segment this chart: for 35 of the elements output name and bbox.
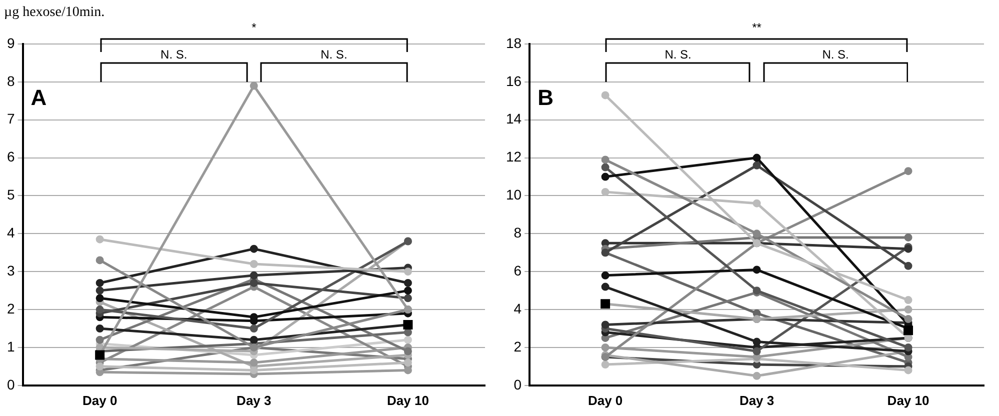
y-tick-label: 12 xyxy=(506,148,522,165)
text: A xyxy=(30,85,47,110)
x-tick-label: Day 0 xyxy=(588,392,623,408)
y-tick-label: 6 xyxy=(6,148,15,165)
text: ** xyxy=(752,20,762,34)
y-tick-label: 18 xyxy=(506,34,522,51)
x-tick-label: Day 0 xyxy=(82,392,118,408)
y-axis-title: µg hexose/10min. xyxy=(4,5,105,20)
y-tick-label: 5 xyxy=(6,186,15,203)
y-tick-label: 4 xyxy=(514,300,522,316)
y-tick-label: 0 xyxy=(514,376,522,392)
y-tick-label: 10 xyxy=(506,186,522,203)
y-tick-label: 0 xyxy=(6,376,15,392)
annotation: N. S. xyxy=(822,47,849,62)
x-tick-label: Day 10 xyxy=(887,392,930,408)
y-tick-label: 3 xyxy=(6,262,15,278)
y-tick-label: 16 xyxy=(506,72,522,89)
y-tick-label: 1 xyxy=(6,338,15,354)
y-tick-label: 9 xyxy=(6,34,15,51)
y-tick-label: 8 xyxy=(6,72,15,89)
y-tick-label: 7 xyxy=(6,110,15,127)
y-tick-label: 4 xyxy=(6,224,15,241)
y-tick-label: 6 xyxy=(514,262,522,278)
annotation: N. S. xyxy=(320,47,348,62)
y-tick-label: 8 xyxy=(514,224,522,241)
annotation: N. S. xyxy=(664,47,692,62)
x-tick-label: Day 3 xyxy=(236,392,272,408)
annotation: N. S. xyxy=(160,47,188,62)
text: B xyxy=(538,85,554,110)
y-tick-label: 14 xyxy=(506,110,522,127)
x-tick-label: Day 3 xyxy=(739,392,774,408)
y-tick-label: 2 xyxy=(514,338,522,354)
y-tick-label: 2 xyxy=(6,300,15,316)
x-tick-label: Day 10 xyxy=(387,392,429,408)
text: * xyxy=(252,20,257,34)
